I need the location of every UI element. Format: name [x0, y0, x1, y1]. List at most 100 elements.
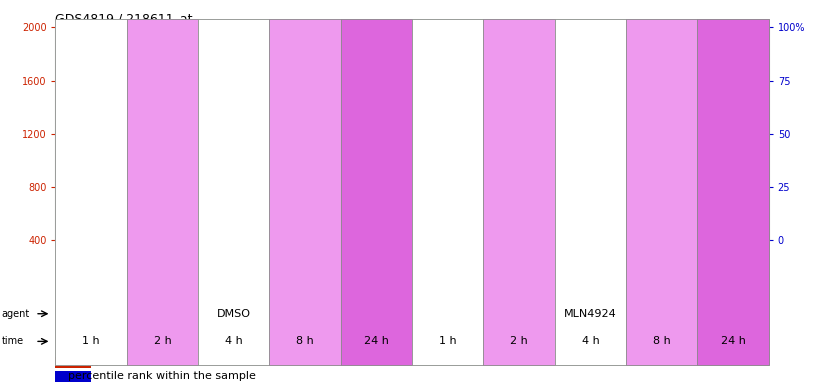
Text: GSM757127: GSM757127 — [396, 243, 405, 290]
Text: percentile rank within the sample: percentile rank within the sample — [68, 371, 255, 381]
Text: 2 h: 2 h — [153, 336, 171, 346]
Text: 24 h: 24 h — [364, 336, 389, 346]
Text: GSM757138: GSM757138 — [657, 243, 666, 290]
Text: count: count — [68, 358, 100, 368]
Point — [583, 31, 596, 37]
Text: GSM757136: GSM757136 — [610, 243, 619, 290]
Bar — [154, 184, 171, 294]
Bar — [487, 178, 503, 294]
Point — [441, 31, 455, 37]
Point — [655, 31, 668, 37]
Text: GSM757122: GSM757122 — [277, 243, 286, 290]
Text: GSM757131: GSM757131 — [490, 243, 499, 290]
Text: GSM757121: GSM757121 — [253, 243, 262, 290]
Point — [203, 31, 216, 37]
Bar — [630, 130, 646, 294]
Point — [750, 31, 763, 37]
Bar — [344, 222, 361, 294]
Point — [275, 31, 288, 37]
Bar — [178, 190, 194, 294]
Point — [703, 31, 716, 37]
Bar — [511, 175, 527, 294]
Point — [608, 31, 621, 37]
Text: GSM757137: GSM757137 — [633, 243, 642, 290]
Text: GSM757118: GSM757118 — [182, 243, 191, 290]
Text: GSM757129: GSM757129 — [443, 243, 452, 290]
Text: 8 h: 8 h — [653, 336, 671, 346]
Point — [370, 52, 383, 58]
Text: 4 h: 4 h — [225, 336, 242, 346]
Point — [512, 31, 526, 37]
Bar — [392, 226, 409, 294]
Text: time: time — [2, 336, 24, 346]
Text: 24 h: 24 h — [721, 336, 746, 346]
Point — [679, 31, 692, 37]
Bar — [249, 184, 266, 294]
Bar — [725, 73, 741, 294]
Text: GSM757140: GSM757140 — [705, 243, 714, 290]
Text: GSM757119: GSM757119 — [206, 243, 215, 290]
Text: GSM757125: GSM757125 — [348, 243, 357, 290]
Point — [299, 31, 312, 37]
Text: 8 h: 8 h — [296, 336, 314, 346]
Bar — [748, 79, 765, 294]
Bar — [59, 190, 76, 294]
Text: GSM757133: GSM757133 — [539, 243, 548, 290]
Text: GSM757124: GSM757124 — [325, 243, 334, 290]
Bar — [225, 189, 242, 294]
Text: 1 h: 1 h — [439, 336, 456, 346]
Bar — [55, 371, 91, 382]
Point — [726, 31, 739, 37]
Text: GSM757130: GSM757130 — [467, 243, 476, 290]
Text: GSM757132: GSM757132 — [515, 243, 524, 290]
Bar — [321, 193, 337, 294]
Bar — [558, 152, 575, 294]
Point — [180, 31, 193, 37]
Point — [632, 31, 645, 37]
Point — [560, 31, 573, 37]
Bar — [440, 190, 456, 294]
Text: 1 h: 1 h — [82, 336, 100, 346]
Bar — [463, 192, 480, 294]
Text: GSM757135: GSM757135 — [586, 243, 595, 290]
Text: GSM757120: GSM757120 — [229, 243, 238, 290]
Bar — [297, 189, 313, 294]
Point — [156, 31, 169, 37]
Point — [418, 31, 431, 37]
Bar — [131, 187, 147, 294]
Bar — [677, 121, 694, 294]
Text: GSM757117: GSM757117 — [158, 243, 167, 290]
Point — [536, 31, 549, 37]
Text: 4 h: 4 h — [582, 336, 599, 346]
Bar — [83, 192, 100, 294]
Point — [227, 31, 240, 37]
Point — [85, 31, 98, 37]
Point — [132, 31, 145, 37]
Text: MLN4924: MLN4924 — [564, 309, 617, 319]
Point — [109, 31, 122, 37]
Text: GSM757113: GSM757113 — [63, 243, 72, 290]
Point — [393, 46, 406, 52]
Point — [346, 46, 359, 52]
Text: GSM757128: GSM757128 — [419, 243, 428, 290]
Bar — [701, 65, 717, 294]
Text: GSM757141: GSM757141 — [729, 243, 738, 290]
Point — [489, 31, 502, 37]
Text: GDS4819 / 218611_at: GDS4819 / 218611_at — [55, 12, 193, 25]
Point — [322, 31, 335, 37]
Point — [465, 31, 478, 37]
Text: GSM757116: GSM757116 — [134, 243, 143, 290]
Text: agent: agent — [2, 309, 30, 319]
Text: GSM757114: GSM757114 — [86, 243, 95, 290]
Bar — [415, 187, 432, 294]
Bar — [55, 357, 91, 368]
Text: GSM757139: GSM757139 — [681, 243, 690, 290]
Text: GSM757115: GSM757115 — [110, 243, 119, 290]
Bar — [534, 178, 551, 294]
Text: DMSO: DMSO — [217, 309, 251, 319]
Text: GSM757142: GSM757142 — [752, 243, 761, 290]
Bar — [605, 146, 623, 294]
Bar — [368, 220, 384, 294]
Text: 2 h: 2 h — [510, 336, 528, 346]
Bar — [107, 182, 123, 294]
